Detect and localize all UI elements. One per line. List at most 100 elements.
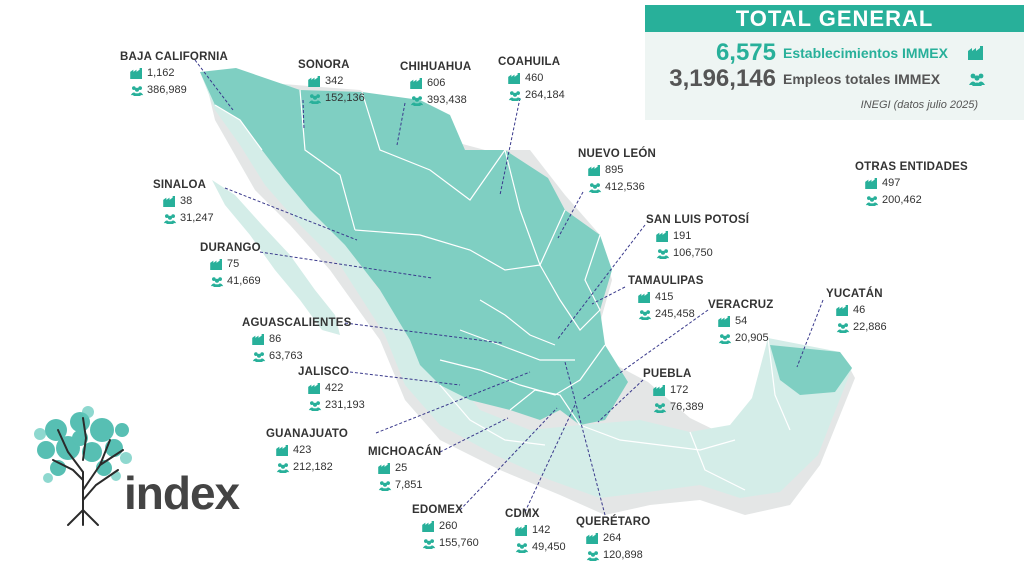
leader-line-yucatan xyxy=(796,299,824,368)
establishments-value: 25 xyxy=(395,461,408,474)
state-name: VERACRUZ xyxy=(708,299,774,311)
leader-line-nuevo-leon xyxy=(557,191,584,239)
state-name: EDOMEX xyxy=(412,504,464,516)
state-name: GUANAJUATO xyxy=(266,428,349,440)
jobs-value: 120,898 xyxy=(603,548,643,561)
state-name: YUCATÁN xyxy=(826,288,883,300)
people-icon xyxy=(653,402,667,413)
jobs-value: 412,536 xyxy=(605,180,645,193)
state-name: COAHUILA xyxy=(498,56,561,68)
leader-line-sinaloa xyxy=(224,187,358,241)
leader-line-guanajuato xyxy=(375,371,531,434)
leader-line-tamaulipas xyxy=(591,286,626,305)
jobs-row: 7,851 xyxy=(378,479,441,493)
factory-icon xyxy=(865,177,877,189)
people-icon xyxy=(515,542,529,553)
jobs-row: 393,438 xyxy=(410,94,471,108)
establishments-value: 415 xyxy=(655,290,674,303)
people-icon xyxy=(163,213,177,224)
state-label-veracruz: VERACRUZ 54 20,905 xyxy=(708,299,774,346)
jobs-row: 31,247 xyxy=(163,212,214,226)
jobs-row: 155,760 xyxy=(422,537,479,551)
state-label-edomex: EDOMEX 260 155,760 xyxy=(412,504,479,551)
establishments-row: 460 xyxy=(508,72,560,86)
people-icon xyxy=(865,195,879,206)
jobs-value: 41,669 xyxy=(227,274,261,287)
jobs-value: 212,182 xyxy=(293,460,333,473)
state-label-yucatan: YUCATÁN 46 22,886 xyxy=(826,288,887,335)
establishments-row: 75 xyxy=(210,258,261,272)
factory-icon xyxy=(588,164,600,176)
state-label-chihuahua: CHIHUAHUA 606 393,438 xyxy=(400,61,472,108)
jobs-row: 106,750 xyxy=(656,247,749,261)
people-icon xyxy=(210,276,224,287)
leader-line-chihuahua xyxy=(396,102,406,146)
leader-line-puebla xyxy=(597,379,644,423)
state-label-cdmx: CDMX 142 49,450 xyxy=(505,508,566,555)
state-label-tamaulipas: TAMAULIPAS 415 245,458 xyxy=(628,275,704,322)
jobs-value: 152,136 xyxy=(325,91,365,104)
jobs-row: 152,136 xyxy=(308,92,365,106)
jobs-value: 264,184 xyxy=(525,88,565,101)
state-name: SONORA xyxy=(298,59,350,71)
establishments-row: 191 xyxy=(656,230,749,244)
state-label-nuevo-leon: NUEVO LEÓN 895 412,536 xyxy=(578,148,656,195)
state-label-otras-entidades: OTRAS ENTIDADES 497 200,462 xyxy=(855,161,968,208)
establishments-row: 342 xyxy=(308,75,350,89)
people-icon xyxy=(130,85,144,96)
total-general-box: 6,575 Establecimientos IMMEX 3,196,146 E… xyxy=(645,32,1024,120)
jobs-row: 41,669 xyxy=(210,275,261,289)
establishments-row: 422 xyxy=(308,382,349,396)
factory-icon xyxy=(508,72,520,84)
establishments-row: 142 xyxy=(515,524,550,538)
factory-icon xyxy=(718,315,730,327)
leader-line-baja-california xyxy=(194,59,234,111)
people-icon xyxy=(586,550,600,561)
establishments-value: 54 xyxy=(735,314,748,327)
data-source-note: INEGI (datos julio 2025) xyxy=(860,99,978,111)
jobs-value: 155,760 xyxy=(439,536,479,549)
leader-line-edomex xyxy=(459,407,558,511)
jobs-row: 120,898 xyxy=(586,549,650,563)
leader-lines xyxy=(194,59,824,516)
jobs-row: 231,193 xyxy=(308,399,365,413)
people-icon xyxy=(308,400,322,411)
establishments-value: 191 xyxy=(673,229,692,242)
establishments-value: 264 xyxy=(603,531,622,544)
state-label-puebla: PUEBLA 172 76,389 xyxy=(643,368,704,415)
leader-line-veracruz xyxy=(581,309,709,401)
factory-icon xyxy=(638,291,650,303)
establishments-row: 606 xyxy=(410,77,471,91)
jobs-row: 212,182 xyxy=(276,461,348,475)
establishments-value: 423 xyxy=(293,443,312,456)
baja-peninsula xyxy=(212,180,340,335)
jobs-value: 245,458 xyxy=(655,307,695,320)
establishments-row: 38 xyxy=(163,195,206,209)
leader-line-queretaro xyxy=(564,361,606,516)
establishments-value: 142 xyxy=(532,523,551,536)
state-name: AGUASCALIENTES xyxy=(242,317,352,329)
jobs-row: 49,450 xyxy=(515,541,566,555)
jobs-value: 20,905 xyxy=(735,331,769,344)
jobs-row: 22,886 xyxy=(836,321,887,335)
establishments-row: 264 xyxy=(586,532,650,546)
establishments-value: 1,162 xyxy=(147,66,175,79)
establishments-row: 172 xyxy=(653,384,691,398)
jobs-row: 412,536 xyxy=(588,181,656,195)
state-name: CHIHUAHUA xyxy=(400,61,472,73)
state-label-durango: DURANGO 75 41,669 xyxy=(200,242,261,289)
jobs-value: 76,389 xyxy=(670,400,704,413)
jobs-value: 106,750 xyxy=(673,246,713,259)
map-highlighted-region xyxy=(200,68,628,425)
people-icon xyxy=(410,95,424,106)
establishments-row: 260 xyxy=(422,520,463,534)
people-icon xyxy=(969,73,985,86)
jobs-row: 386,989 xyxy=(130,84,228,98)
jobs-value: 7,851 xyxy=(395,478,423,491)
establishments-value: 75 xyxy=(227,257,240,270)
jobs-row: 20,905 xyxy=(718,332,774,346)
factory-icon xyxy=(252,333,264,345)
state-label-sinaloa: SINALOA 38 31,247 xyxy=(153,179,214,226)
factory-icon xyxy=(308,75,320,87)
